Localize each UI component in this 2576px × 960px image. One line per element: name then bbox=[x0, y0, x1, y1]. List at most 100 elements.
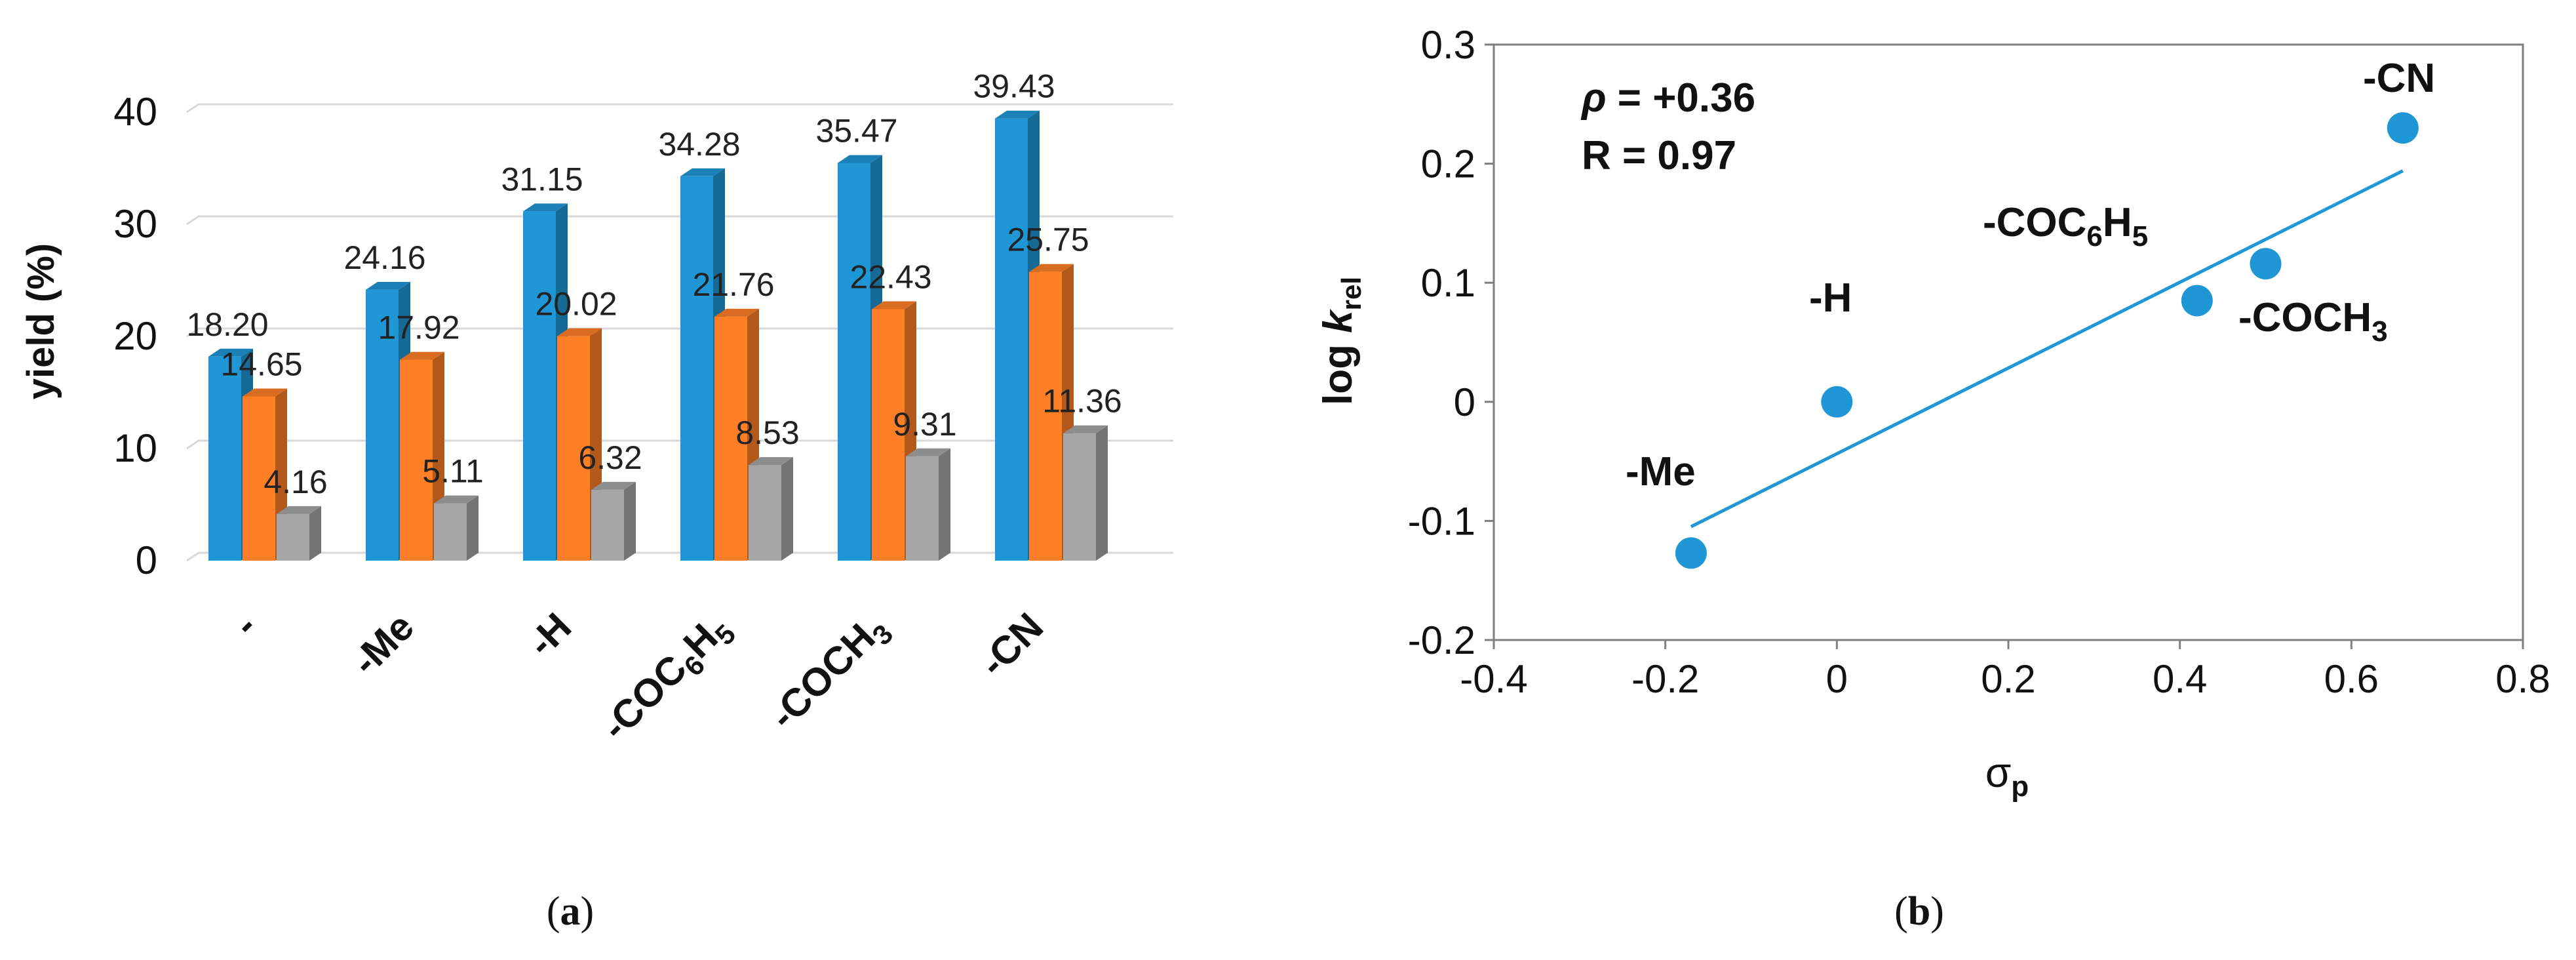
bar-value-label: 14.65 bbox=[220, 346, 302, 382]
point-label-coch3: -COCH3 bbox=[2238, 295, 2388, 348]
y-tick-label: 0.2 bbox=[1421, 142, 1475, 186]
y-tick-label: 0.1 bbox=[1421, 261, 1475, 305]
bar-value-label: 34.28 bbox=[658, 126, 740, 163]
bar-front bbox=[277, 513, 309, 561]
bar-chart-data-labels: 18.20 24.16 31.15 34.28 35.47 39.43 14.65 17.92… bbox=[186, 68, 1122, 500]
y-tick-label: 40 bbox=[113, 90, 157, 134]
bar-front bbox=[591, 489, 624, 561]
point-label-me: -Me bbox=[1626, 449, 1696, 494]
bar-top bbox=[749, 457, 793, 466]
bar-chart-y-ticks: 0 10 20 30 40 bbox=[113, 90, 157, 582]
bar-side bbox=[309, 506, 321, 561]
scatter-point bbox=[1675, 537, 1707, 569]
bar-top bbox=[680, 168, 725, 176]
bar-front bbox=[838, 163, 870, 561]
bar-top bbox=[557, 328, 602, 336]
scatter-point bbox=[1821, 386, 1853, 418]
bar-value-label: 24.16 bbox=[343, 239, 425, 276]
caption-a: (a) bbox=[547, 889, 594, 934]
bar-value-label: 4.16 bbox=[263, 464, 327, 500]
bar-front bbox=[523, 211, 556, 561]
bar-chart-bars bbox=[208, 110, 1108, 561]
caption-b: (b) bbox=[1894, 889, 1944, 934]
y-tick-label: 0 bbox=[1454, 380, 1475, 424]
bar-front bbox=[434, 503, 467, 561]
bar-value-label: 20.02 bbox=[535, 286, 617, 323]
bar-value-label: 18.20 bbox=[186, 306, 268, 343]
rho-annotation: ρ = +0.36 bbox=[1580, 75, 1755, 121]
scatter-point bbox=[2181, 285, 2213, 317]
bar-top bbox=[243, 388, 287, 397]
bar-value-label: 5.11 bbox=[422, 453, 484, 490]
y-tick-label: 30 bbox=[113, 202, 157, 246]
category-label-cn: -CN bbox=[971, 605, 1051, 685]
bar-front bbox=[749, 465, 781, 561]
bar-side bbox=[1096, 425, 1108, 561]
point-label-h: -H bbox=[1809, 275, 1852, 321]
bar-front bbox=[1063, 433, 1096, 561]
x-tick-label: 0.2 bbox=[1981, 657, 2035, 701]
bar-value-label: 11.36 bbox=[1042, 383, 1122, 420]
point-label-cn: -CN bbox=[2363, 56, 2435, 101]
bar-top bbox=[366, 281, 410, 290]
scatter-x-axis-label: σp bbox=[1985, 749, 2029, 803]
x-tick-label: 0.4 bbox=[2153, 657, 2207, 701]
bar-value-label: 22.43 bbox=[849, 258, 931, 295]
category-label-coc6h5: -COC6H5 bbox=[593, 605, 742, 753]
y-tick-label: -0.2 bbox=[1408, 618, 1475, 662]
bar-value-label: 21.76 bbox=[692, 266, 774, 303]
regression-line bbox=[1690, 169, 2404, 529]
scatter-point bbox=[2387, 112, 2419, 144]
scatter-panel: -0.4 -0.2 0 0.2 0.4 0.6 0.8-0.2-0.100.10.20.3 … bbox=[1316, 23, 2550, 803]
y-tick-label: 10 bbox=[113, 426, 157, 470]
bar-front bbox=[208, 356, 241, 561]
bar-front bbox=[995, 118, 1028, 561]
bar-front bbox=[557, 336, 590, 561]
bar-top bbox=[995, 110, 1040, 119]
category-label-me: -Me bbox=[343, 605, 422, 683]
bar-value-label: 8.53 bbox=[735, 414, 799, 451]
x-tick-label: 0.8 bbox=[2495, 657, 2550, 701]
bar-value-label: 6.32 bbox=[578, 439, 642, 476]
y-tick-label: 0.3 bbox=[1421, 23, 1475, 67]
scatter-axis-ticks: -0.4 -0.2 0 0.2 0.4 0.6 0.8-0.2-0.100.10.20.3 bbox=[1408, 23, 2550, 701]
category-label-coch3: -COCH3 bbox=[761, 605, 899, 742]
bar-front bbox=[680, 176, 713, 561]
bar-top bbox=[208, 348, 253, 357]
scatter-points bbox=[1675, 112, 2419, 569]
bar-front bbox=[1029, 271, 1062, 561]
bar-side bbox=[781, 457, 793, 561]
category-label-h: -H bbox=[519, 605, 579, 665]
bar-side bbox=[939, 448, 950, 561]
bar-side bbox=[467, 495, 478, 561]
bar-value-label: 39.43 bbox=[973, 68, 1055, 105]
bar-front bbox=[400, 359, 433, 561]
bar-front bbox=[714, 316, 747, 561]
bar-top bbox=[523, 203, 568, 212]
y-tick-label: 0 bbox=[136, 538, 157, 582]
y-tick-label: -0.1 bbox=[1408, 499, 1475, 543]
bar-value-label: 31.15 bbox=[501, 161, 583, 197]
scatter-point bbox=[2250, 248, 2282, 280]
x-tick-label: 0.6 bbox=[2324, 657, 2379, 701]
x-tick-label: -0.2 bbox=[1631, 657, 1699, 701]
bar-side bbox=[624, 481, 636, 561]
bar-top bbox=[400, 351, 444, 360]
bar-front bbox=[243, 396, 275, 561]
bar-top bbox=[1029, 264, 1074, 272]
bar-chart-y-axis-label: yield (%) bbox=[20, 243, 62, 400]
category-label-none: - bbox=[225, 605, 265, 645]
bar-value-label: 17.92 bbox=[378, 310, 459, 346]
bar-top bbox=[838, 155, 882, 163]
bar-front bbox=[906, 456, 939, 561]
bar-top bbox=[434, 495, 478, 504]
bar-top bbox=[872, 301, 916, 310]
bar-chart-panel: 0 10 20 30 40 yield (%) 18.20 24.16 31.15 34.28… bbox=[20, 68, 1173, 753]
bar-value-label: 25.75 bbox=[1007, 222, 1089, 258]
bar-value-label: 9.31 bbox=[893, 406, 956, 443]
bar-front bbox=[872, 309, 905, 561]
x-tick-label: -0.4 bbox=[1460, 657, 1527, 701]
x-tick-label: 0 bbox=[1826, 657, 1848, 701]
r-annotation: R = 0.97 bbox=[1582, 133, 1736, 178]
